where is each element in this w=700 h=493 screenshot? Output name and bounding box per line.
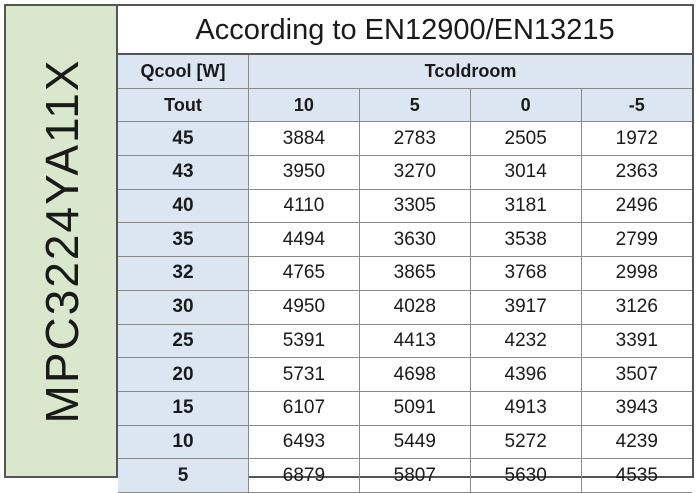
qcool-value: 4239 — [580, 424, 692, 460]
tcoldroom-value-header: 5 — [358, 87, 471, 123]
header-row-tout: Tout 10 5 0 -5 — [118, 87, 692, 123]
qcool-value: 4396 — [469, 357, 582, 392]
qcool-value: 3884 — [248, 121, 360, 157]
header-row-qcool: Qcool [W] Tcoldroom — [118, 55, 692, 89]
qcool-value: 5807 — [358, 458, 471, 493]
tout-header: Tout — [118, 87, 249, 123]
tcoldroom-header: Tcoldroom — [248, 55, 692, 89]
qcool-value: 3538 — [469, 222, 582, 258]
tcoldroom-value-header: 0 — [469, 87, 582, 123]
qcool-value: 5272 — [469, 424, 582, 460]
qcool-value: 3950 — [248, 155, 360, 190]
qcool-value: 2505 — [469, 121, 582, 157]
qcool-value: 4413 — [358, 323, 471, 359]
tout-value: 45 — [118, 121, 249, 157]
qcool-value: 3917 — [469, 289, 582, 325]
qcool-header: Qcool [W] — [118, 55, 249, 89]
table-row: 10 6493 5449 5272 4239 — [118, 424, 692, 460]
qcool-value: 2998 — [580, 256, 692, 291]
tout-value: 20 — [118, 357, 249, 392]
tout-value: 15 — [118, 390, 249, 426]
tout-value: 10 — [118, 424, 249, 460]
qcool-value: 5630 — [469, 458, 582, 493]
table-row: 15 6107 5091 4913 3943 — [118, 390, 692, 426]
qcool-value: 4028 — [358, 289, 471, 325]
table-row: 40 4110 3305 3181 2496 — [118, 188, 692, 224]
tcoldroom-value-header: -5 — [580, 87, 692, 123]
table-row: 32 4765 3865 3768 2998 — [118, 256, 692, 291]
qcool-value: 3181 — [469, 188, 582, 224]
qcool-value: 2363 — [580, 155, 692, 190]
model-side-panel: MPC3224YA11X — [6, 6, 118, 476]
qcool-value: 3507 — [580, 357, 692, 392]
table-title: According to EN12900/EN13215 — [118, 6, 692, 55]
qcool-value: 4765 — [248, 256, 360, 291]
qcool-value: 3768 — [469, 256, 582, 291]
capacity-table-frame: MPC3224YA11X According to EN12900/EN1321… — [4, 4, 694, 493]
qcool-value: 4535 — [580, 458, 692, 493]
tout-value: 30 — [118, 289, 249, 325]
qcool-value: 5449 — [358, 424, 471, 460]
qcool-value: 6107 — [248, 390, 360, 426]
qcool-value: 4494 — [248, 222, 360, 258]
tout-value: 5 — [118, 458, 249, 493]
table-row: 45 3884 2783 2505 1972 — [118, 121, 692, 157]
qcool-value: 4232 — [469, 323, 582, 359]
qcool-value: 1972 — [580, 121, 692, 157]
qcool-value: 4110 — [248, 188, 360, 224]
qcool-value: 2799 — [580, 222, 692, 258]
qcool-value: 4698 — [358, 357, 471, 392]
tout-value: 32 — [118, 256, 249, 291]
qcool-value: 3270 — [358, 155, 471, 190]
qcool-value: 5391 — [248, 323, 360, 359]
qcool-value: 6879 — [248, 458, 360, 493]
qcool-value: 3391 — [580, 323, 692, 359]
qcool-value: 6493 — [248, 424, 360, 460]
qcool-value: 4950 — [248, 289, 360, 325]
qcool-value: 4913 — [469, 390, 582, 426]
qcool-value: 3865 — [358, 256, 471, 291]
qcool-value: 3943 — [580, 390, 692, 426]
qcool-value: 3305 — [358, 188, 471, 224]
table-row: 35 4494 3630 3538 2799 — [118, 222, 692, 258]
table-row: 20 5731 4698 4396 3507 — [118, 357, 692, 392]
tout-value: 25 — [118, 323, 249, 359]
qcool-value: 2496 — [580, 188, 692, 224]
qcool-value: 5091 — [358, 390, 471, 426]
tcoldroom-value-header: 10 — [248, 87, 360, 123]
table-row: 43 3950 3270 3014 2363 — [118, 155, 692, 190]
qcool-value: 2783 — [358, 121, 471, 157]
qcool-value: 3126 — [580, 289, 692, 325]
qcool-value: 3630 — [358, 222, 471, 258]
capacity-table: Qcool [W] Tcoldroom Tout 10 5 0 -5 45 388… — [118, 55, 692, 493]
model-label: MPC3224YA11X — [36, 58, 88, 424]
tout-value: 40 — [118, 188, 249, 224]
table-row: 25 5391 4413 4232 3391 — [118, 323, 692, 359]
tout-value: 35 — [118, 222, 249, 258]
qcool-value: 3014 — [469, 155, 582, 190]
qcool-value: 5731 — [248, 357, 360, 392]
table-row: 5 6879 5807 5630 4535 — [118, 458, 692, 493]
tout-value: 43 — [118, 155, 249, 190]
table-row: 30 4950 4028 3917 3126 — [118, 289, 692, 325]
